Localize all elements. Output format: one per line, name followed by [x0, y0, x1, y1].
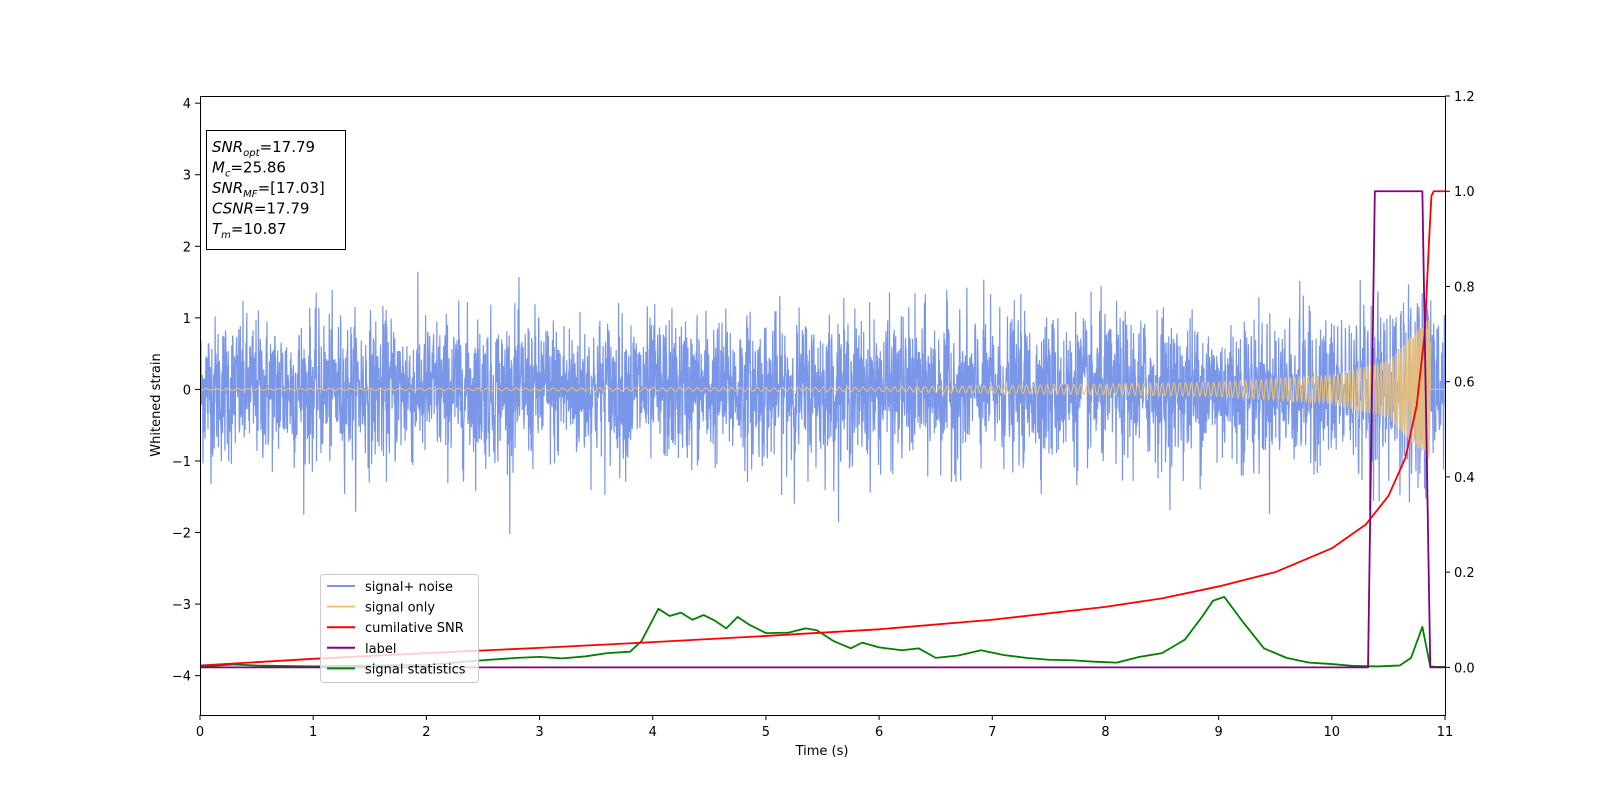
y-tick-label: −4: [172, 670, 191, 685]
info-symbol: CSNR: [212, 200, 254, 218]
x-tick-label: 1: [309, 725, 317, 740]
info-box: SNRopt=17.79Mc=25.86SNRMF=[17.03]CSNR=17…: [206, 130, 346, 250]
y-axis-label: Whitened strain: [149, 353, 164, 456]
y2-tick-label: 1.0: [1454, 185, 1475, 200]
y-tick-label: −1: [172, 455, 191, 470]
x-tick-label: 10: [1324, 725, 1341, 740]
info-line: Tm=10.87: [212, 220, 286, 241]
legend-label: label: [365, 642, 396, 657]
info-line: SNRMF=[17.03]: [212, 179, 325, 200]
info-line: SNRopt=17.79: [212, 138, 315, 159]
info-subscript: MF: [243, 189, 258, 200]
legend-label: signal+ noise: [365, 580, 453, 595]
y-tick-label: −2: [172, 527, 191, 542]
x-axis: 0 1 2 3 4 5 6 7 8 9 10 11: [196, 715, 1453, 740]
info-value: =17.79: [260, 138, 316, 156]
y2-tick-label: 0.6: [1454, 376, 1475, 391]
y-tick-label: 3: [183, 169, 191, 184]
info-line: Mc=25.86: [212, 159, 286, 180]
y-tick-label: −3: [172, 598, 191, 613]
info-symbol: M: [212, 159, 225, 177]
y2-tick-label: 0.0: [1454, 661, 1475, 676]
y-tick-label: 2: [183, 240, 191, 255]
series-line-signal-only: [200, 319, 1445, 459]
x-tick-label: 11: [1437, 725, 1454, 740]
x-tick-label: 8: [1101, 725, 1109, 740]
x-tick-label: 2: [422, 725, 430, 740]
info-value: =10.87: [231, 220, 287, 238]
info-symbol: SNR: [212, 138, 243, 156]
legend-label: cumilative SNR: [365, 621, 464, 636]
y-axis-left: −4 −3 −2 −1 0 1 2 3 4: [172, 97, 200, 685]
info-symbol: SNR: [212, 179, 243, 197]
x-axis-label: Time (s): [795, 744, 849, 759]
y2-tick-label: 0.8: [1454, 280, 1475, 295]
y-tick-label: 4: [183, 97, 191, 112]
x-tick-label: 0: [196, 725, 204, 740]
x-tick-label: 9: [1214, 725, 1222, 740]
series-line-signal-statistics: [200, 596, 1445, 668]
plot-frame: [200, 96, 1446, 716]
info-line: CSNR=17.79: [212, 200, 309, 218]
info-subscript: c: [225, 169, 231, 180]
y-axis-right: 0.0 0.2 0.4 0.6 0.8 1.0 1.2: [1445, 90, 1475, 676]
x-tick-label: 3: [535, 725, 543, 740]
y-tick-label: 1: [183, 312, 191, 327]
info-value: =25.86: [230, 159, 286, 177]
info-value: =17.79: [254, 200, 310, 218]
info-value: =[17.03]: [258, 179, 325, 197]
x-tick-label: 7: [988, 725, 996, 740]
series-layer: [200, 190, 1445, 669]
series-line-cumulative-snr: [200, 190, 1445, 667]
x-tick-label: 5: [762, 725, 770, 740]
legend-label: signal only: [365, 601, 435, 616]
legend-label: signal statistics: [365, 662, 466, 677]
legend-frame: [320, 574, 479, 683]
y2-tick-label: 1.2: [1454, 90, 1475, 105]
legend: signal+ noise signal only cumilative SNR la…: [320, 574, 479, 683]
y2-tick-label: 0.4: [1454, 471, 1475, 486]
series-line-label: [200, 190, 1445, 669]
info-symbol: T: [212, 220, 223, 238]
x-tick-label: 6: [875, 725, 883, 740]
x-tick-label: 4: [649, 725, 657, 740]
info-subscript: m: [221, 230, 231, 241]
info-box-frame: [206, 130, 346, 250]
info-subscript: opt: [243, 148, 260, 159]
y2-tick-label: 0.2: [1454, 566, 1475, 581]
y-tick-label: 0: [183, 383, 191, 398]
